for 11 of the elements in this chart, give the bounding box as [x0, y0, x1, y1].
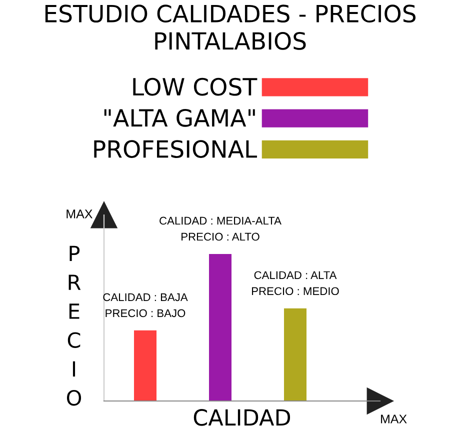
annotation: CALIDAD : MEDIA-ALTA PRECIO : ALTO	[160, 216, 282, 241]
annotation: CALIDAD : ALTA PRECIO : MEDIO	[252, 271, 339, 296]
legend-label: PROFESIONAL	[94, 140, 257, 158]
chart-title: ESTUDIO CALIDADES - PRECIOS PINTALABIOS	[45, 4, 416, 50]
x-axis-title: CALIDAD	[194, 409, 290, 426]
legend-label: "ALTA GAMA"	[104, 108, 255, 127]
text: MAX	[66, 210, 92, 218]
annotation: CALIDAD : BAJA PRECIO : BAJO	[103, 293, 188, 318]
text: MAX	[381, 414, 407, 424]
legend-label: LOW COST	[133, 78, 258, 96]
y-axis-title: PRECIO	[66, 246, 82, 406]
